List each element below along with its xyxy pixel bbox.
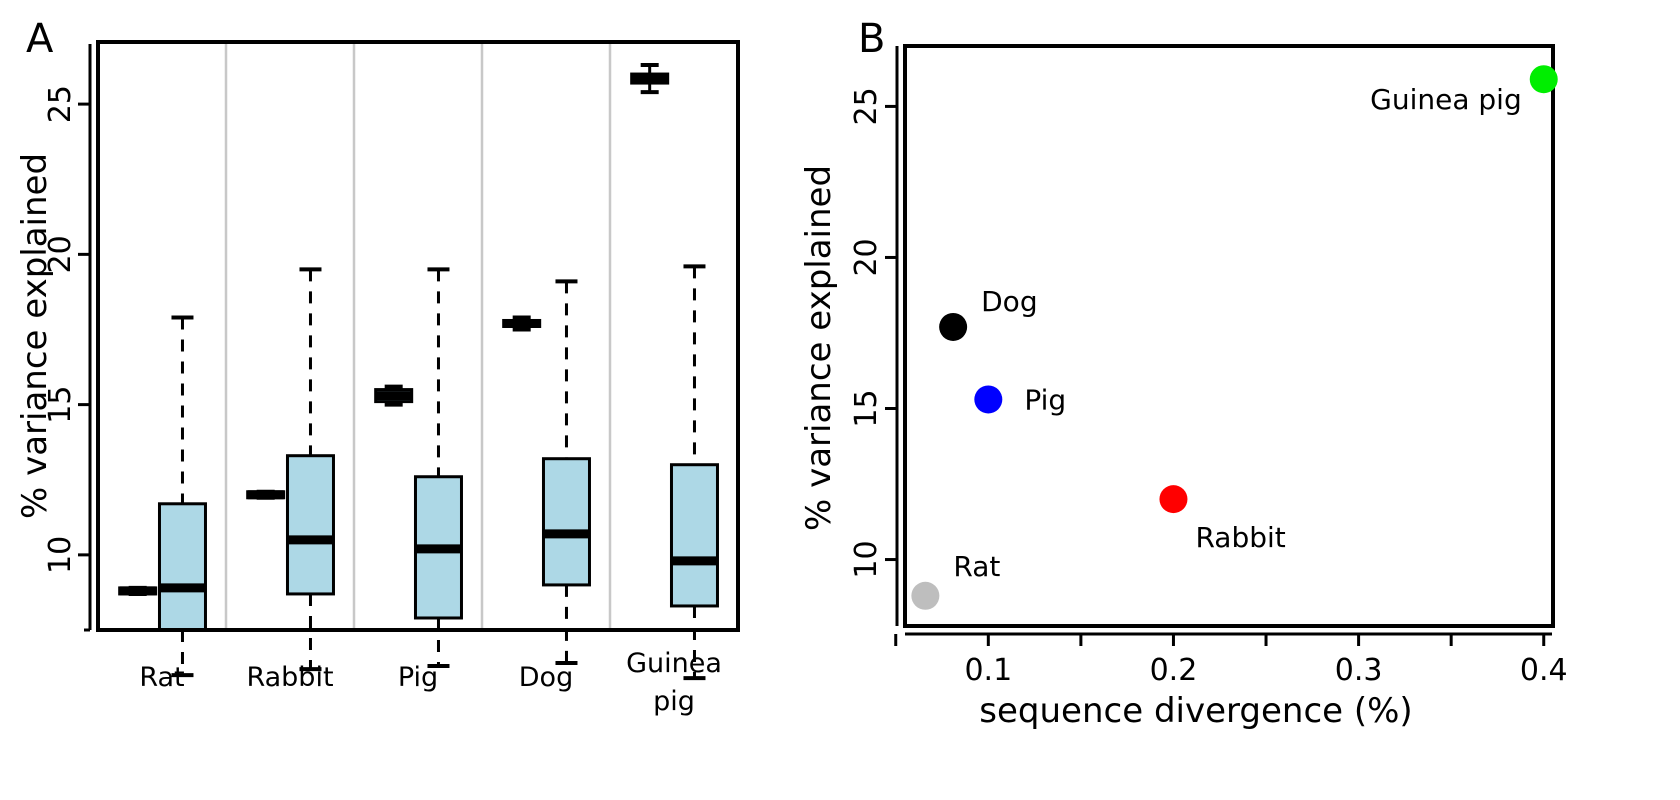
y-tick-label: 10 xyxy=(43,536,78,574)
point-rat xyxy=(911,581,940,610)
box-body xyxy=(285,454,335,596)
category-label: Rat xyxy=(139,662,184,693)
category-label: Guinea pig xyxy=(626,648,722,717)
y-tick-label: 20 xyxy=(849,238,884,276)
category-label: Dog xyxy=(519,662,573,693)
panel-a-separators xyxy=(224,44,612,630)
y-tick-label: 25 xyxy=(43,85,78,123)
box-body xyxy=(157,502,207,632)
x-tick-label: 0.2 xyxy=(1150,653,1198,688)
box-dog-narrow xyxy=(502,315,542,332)
point-dog xyxy=(939,312,968,341)
box-rabbit-narrow xyxy=(246,489,286,500)
box-rat-narrow xyxy=(118,585,158,596)
y-tick-label: 15 xyxy=(43,386,78,424)
box-body xyxy=(541,457,591,587)
panel-b-x-axis-label: sequence divergence (%) xyxy=(979,691,1412,731)
point-label-guinea-pig: Guinea pig xyxy=(1370,83,1522,116)
panel-b-y-axis-label: % variance explained xyxy=(799,165,839,531)
panel-b-letter: B xyxy=(858,16,885,62)
panel-b-frame xyxy=(903,44,1555,628)
point-label-pig: Pig xyxy=(1024,383,1066,416)
y-tick-label: 15 xyxy=(849,389,884,427)
category-label-line: pig xyxy=(653,686,695,717)
point-label-dog: Dog xyxy=(981,285,1037,318)
panel-a-y-ticks: 10 15 20 25 xyxy=(43,85,90,632)
x-tick-label: 0.4 xyxy=(1520,653,1568,688)
box-dog-wide xyxy=(541,279,591,666)
point-pig xyxy=(974,385,1003,414)
point-label-rabbit: Rabbit xyxy=(1195,521,1285,554)
box-rabbit-wide xyxy=(285,267,335,672)
category-label-line: Rat xyxy=(139,662,184,693)
y-tick-label: 20 xyxy=(43,235,78,273)
box-pig-wide xyxy=(413,267,463,669)
panel-a-y-axis-label: % variance explained xyxy=(15,153,55,519)
panel-a-frame xyxy=(96,40,740,632)
panel-b: B 0.1 0.2 0.3 0.4 10 15 20 25 Guinea pig Dog Pig… xyxy=(799,16,1568,731)
category-label-line: Dog xyxy=(519,662,573,693)
category-label-line: Guinea xyxy=(626,648,722,679)
point-rabbit xyxy=(1159,485,1188,514)
box-guinea-pig-narrow xyxy=(630,63,670,95)
category-label-line: Pig xyxy=(398,662,438,693)
y-tick-label: 10 xyxy=(849,540,884,578)
panel-a: A 10 15 20 25 Rat Rabbit Pig Dog Guinea pig % va… xyxy=(15,16,740,717)
box-pig-narrow xyxy=(374,384,414,407)
box-rat-wide xyxy=(157,315,207,678)
category-label-line: Rabbit xyxy=(246,662,333,693)
point-label-rat: Rat xyxy=(953,550,1000,583)
panel-b-points: Guinea pig Dog Pig Rabbit Rat xyxy=(911,65,1558,610)
x-tick-label: 0.3 xyxy=(1335,653,1383,688)
panel-a-category-labels: Rat Rabbit Pig Dog Guinea pig xyxy=(139,648,722,717)
panel-b-x-ticks: 0.1 0.2 0.3 0.4 xyxy=(894,634,1568,688)
box-guinea-pig-wide xyxy=(669,264,719,681)
category-label: Rabbit xyxy=(246,662,333,693)
panel-a-boxes xyxy=(118,63,719,681)
category-label: Pig xyxy=(398,662,438,693)
point-guinea-pig xyxy=(1529,65,1558,94)
box-body xyxy=(669,463,719,608)
panel-a-letter: A xyxy=(26,16,54,62)
y-tick-label: 25 xyxy=(849,87,884,125)
x-tick-label: 0.1 xyxy=(964,653,1012,688)
panel-b-y-ticks: 10 15 20 25 xyxy=(849,87,897,579)
